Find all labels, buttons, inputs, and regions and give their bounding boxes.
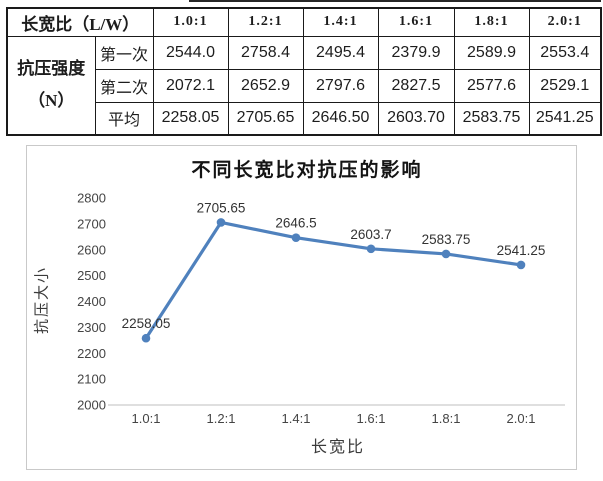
table-cell: 2258.05	[152, 101, 229, 136]
header-col-2: 1.2:1	[227, 7, 304, 37]
y-axis-tick-label: 2800	[77, 191, 106, 206]
data-point-marker	[516, 260, 526, 270]
data-point-label: 2603.7	[350, 227, 391, 242]
table-cell: 2577.6	[453, 68, 530, 103]
line-plot-area: 2800 2700 2600 2500 2400 2300 2200 2100 2000 1.0:…	[77, 191, 565, 426]
data-point-marker	[366, 244, 376, 254]
header-ratio-label: 长宽比（L/W）	[6, 7, 154, 37]
table-cell: 2553.4	[528, 35, 602, 70]
header-col-5: 1.8:1	[453, 7, 530, 37]
group-label-cell: 抗压强度 （N）	[6, 35, 96, 136]
y-axis-tick-label: 2500	[77, 268, 106, 283]
data-point-marker	[291, 233, 301, 243]
table-row: 抗压强度 （N） 第一次 2544.0 2758.4 2495.4 2379.9…	[6, 35, 602, 136]
table-cell: 2529.1	[528, 68, 602, 103]
y-axis-tick-label: 2700	[77, 216, 106, 231]
y-axis-tick-label: 2200	[77, 346, 106, 361]
data-point-label: 2541.25	[497, 243, 546, 258]
data-point-label: 2258.05	[122, 316, 171, 331]
y-axis-tick-label: 2300	[77, 320, 106, 335]
data-point-marker	[141, 333, 151, 343]
table-cell: 2589.9	[453, 35, 530, 70]
row-label-second: 第二次	[94, 68, 154, 103]
header-col-1: 1.0:1	[152, 7, 229, 37]
data-point-label: 2705.65	[197, 200, 246, 215]
table-row: 第二次 2072.1 2652.9 2797.6 2827.5 2577.6 2…	[7, 68, 602, 103]
table-cell: 2705.65	[227, 101, 304, 136]
data-point-marker	[216, 218, 226, 227]
table-cell: 2646.50	[302, 101, 379, 136]
data-line	[144, 220, 523, 340]
y-axis-tick-label: 2000	[77, 398, 106, 413]
y-axis-tick-label: 2600	[77, 242, 106, 257]
table-cell: 2495.4	[302, 35, 379, 70]
data-point-label: 2646.5	[275, 216, 316, 231]
table-cell: 2544.0	[152, 35, 229, 70]
x-axis-tick-label: 1.6:1	[357, 411, 386, 426]
group-label-line2: （N）	[28, 91, 75, 111]
x-axis-tick-label: 1.2:1	[207, 411, 236, 426]
table-cell: 2379.9	[377, 35, 455, 70]
table-row: 平均 2258.05 2705.65 2646.50 2603.70 2583.…	[7, 101, 602, 136]
data-point-label: 2583.75	[422, 232, 471, 247]
data-point-marker	[441, 249, 451, 259]
table-cell: 2758.4	[227, 35, 304, 70]
y-axis-tick-label: 2400	[77, 294, 106, 309]
row-label-first: 第一次	[94, 35, 154, 70]
x-axis-tick-label: 1.4:1	[282, 411, 311, 426]
table-cell: 2797.6	[302, 68, 379, 103]
x-axis-title: 长宽比	[310, 439, 366, 456]
y-axis-tick-label: 2100	[77, 372, 106, 387]
table-cell: 2652.9	[227, 68, 304, 103]
line-chart: 不同长宽比对抗压的影响 抗压大小 长宽比 2800 2700 2600 2500 240…	[26, 145, 577, 470]
cropped-row-border	[189, 0, 601, 2]
chart-title: 不同长宽比对抗压的影响	[191, 160, 423, 181]
group-label-line1: 抗压强度	[17, 58, 86, 78]
results-table: 长宽比（L/W） 1.0:1 1.2:1 1.4:1 1.6:1 1.8:1 2…	[6, 7, 602, 136]
row-label-average: 平均	[94, 101, 154, 136]
header-col-6: 2.0:1	[528, 7, 602, 37]
header-col-4: 1.6:1	[377, 7, 455, 37]
table-cell: 2603.70	[377, 101, 455, 136]
table-cell: 2583.75	[453, 101, 530, 136]
table-cell: 2541.25	[528, 101, 602, 136]
x-axis-tick-label: 1.0:1	[132, 411, 161, 426]
x-axis-tick-label: 2.0:1	[507, 411, 536, 426]
table-header-row: 长宽比（L/W） 1.0:1 1.2:1 1.4:1 1.6:1 1.8:1 2…	[6, 7, 602, 37]
x-axis-tick-label: 1.8:1	[432, 411, 461, 426]
table-cell: 2827.5	[377, 68, 455, 103]
header-col-3: 1.4:1	[302, 7, 379, 37]
table-cell: 2072.1	[152, 68, 229, 103]
